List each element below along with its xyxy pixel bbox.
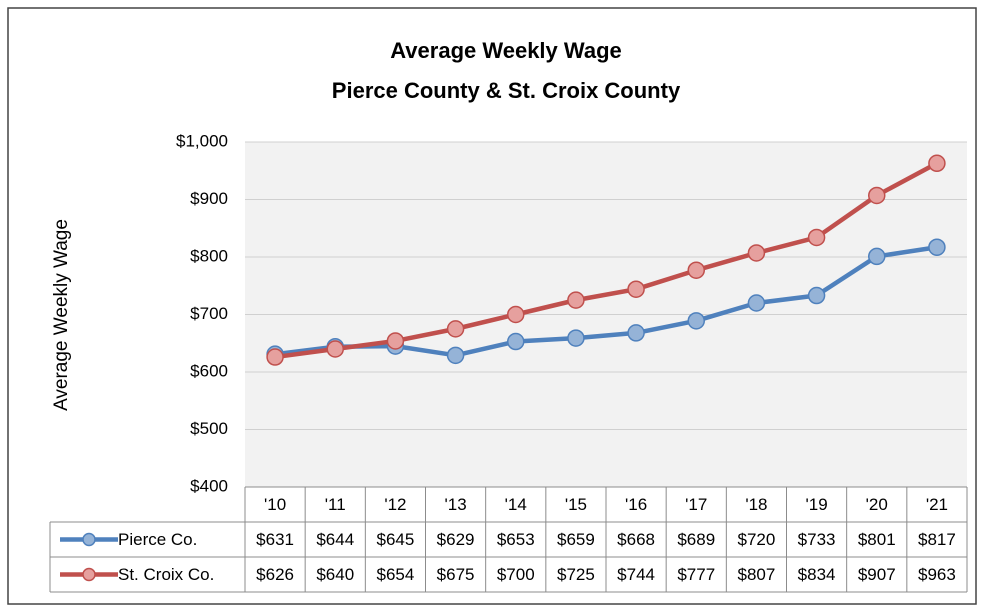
y-axis-label: Average Weekly Wage [51,219,72,411]
table-value: $645 [377,530,415,549]
table-value: $644 [316,530,354,549]
marker [446,320,465,338]
x-tick-label: '12 [384,495,406,514]
marker [266,348,284,366]
marker [807,228,826,247]
x-tick-label: '21 [926,495,948,514]
marker [687,261,705,279]
marker [567,329,585,347]
legend-marker [82,532,96,547]
table-value: $659 [557,530,595,549]
table-value: $807 [738,565,776,584]
marker [868,247,886,266]
marker [627,324,645,342]
marker [928,154,946,173]
table-value: $689 [677,530,715,549]
y-tick-label: $400 [190,476,228,495]
marker [928,238,946,256]
table-value: $653 [497,530,535,549]
y-tick-label: $1,000 [176,131,228,150]
marker [446,346,465,365]
y-tick-label: $800 [190,246,228,265]
table-value: $720 [738,530,776,549]
y-tick-label: $900 [190,189,228,208]
marker [507,332,525,351]
y-tick-label: $700 [190,304,228,323]
marker [627,280,645,298]
table-value: $963 [918,565,956,584]
x-tick-label: '20 [866,495,888,514]
chart-title: Average Weekly Wage [390,38,622,63]
marker [687,312,705,330]
series-line [274,245,938,358]
marker [386,332,405,350]
legend-label: St. Croix Co. [118,565,214,584]
marker [507,305,525,324]
table-value: $631 [256,530,294,549]
y-tick-label: $500 [190,419,228,438]
legend-marker [82,567,96,582]
table-value: $654 [377,565,415,584]
chart-subtitle: Pierce County & St. Croix County [332,78,681,103]
table-value: $675 [437,565,475,584]
table-value: $733 [798,530,836,549]
table-value: $640 [316,565,354,584]
marker [747,294,766,312]
table-value: $725 [557,565,595,584]
table-value: $907 [858,565,896,584]
series-line [274,161,938,360]
table-value: $700 [497,565,535,584]
table-value: $777 [677,565,715,584]
x-tick-label: '10 [264,495,286,514]
marker [567,291,585,309]
table-value: $626 [256,565,294,584]
marker [868,186,886,205]
x-tick-label: '18 [745,495,767,514]
table-value: $817 [918,530,956,549]
x-tick-label: '14 [505,495,527,514]
legend-label: Pierce Co. [118,530,197,549]
x-tick-label: '15 [565,495,587,514]
x-tick-label: '19 [806,495,828,514]
x-tick-label: '13 [445,495,467,514]
table-value: $801 [858,530,896,549]
marker [807,286,826,305]
x-tick-label: '17 [685,495,707,514]
x-tick-label: '16 [625,495,647,514]
x-tick-label: '11 [325,495,346,514]
table-value: $834 [798,565,836,584]
marker [326,340,344,358]
table-value: $744 [617,565,655,584]
marker [747,244,766,262]
table-value: $668 [617,530,655,549]
table-value: $629 [437,530,475,549]
y-tick-label: $600 [190,361,228,380]
